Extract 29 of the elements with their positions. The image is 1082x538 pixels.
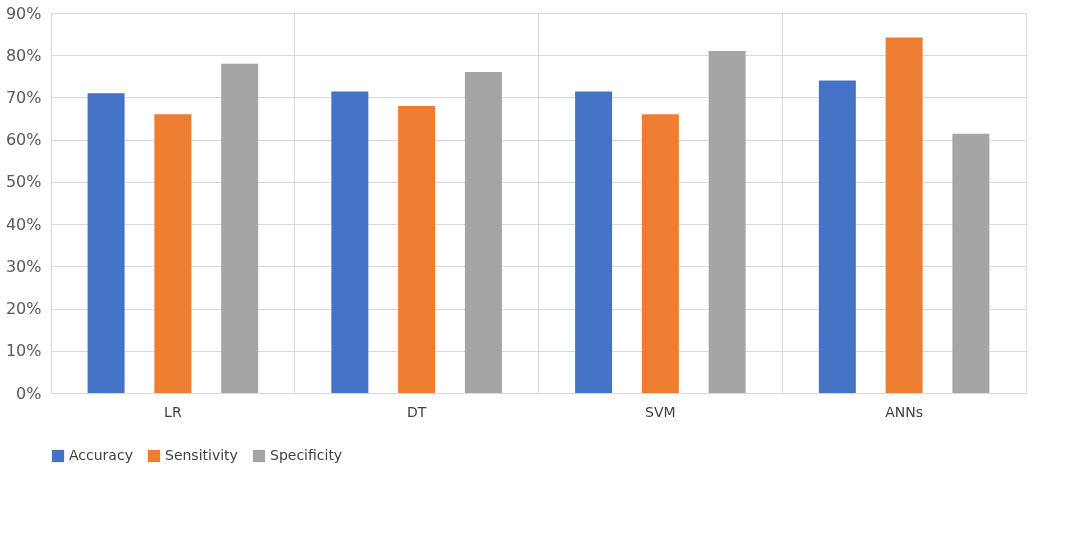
legend-label: Specificity xyxy=(270,447,343,463)
bar xyxy=(818,80,856,393)
bar xyxy=(464,72,502,393)
y-tick-label: 50% xyxy=(5,172,42,192)
bar xyxy=(575,91,613,393)
x-tick-label: SVM xyxy=(645,403,676,420)
bar xyxy=(87,93,125,393)
bar xyxy=(331,91,369,393)
y-tick-label: 10% xyxy=(5,341,42,361)
bar xyxy=(641,114,679,393)
bar xyxy=(708,51,746,393)
y-tick-label: 80% xyxy=(5,45,42,65)
x-tick-label: ANNs xyxy=(885,403,924,420)
legend-label: Accuracy xyxy=(69,447,133,463)
bar xyxy=(154,114,192,393)
bar xyxy=(221,63,259,393)
y-tick-label: 60% xyxy=(5,130,42,150)
y-tick-label: 30% xyxy=(5,256,42,276)
x-tick-label: LR xyxy=(164,403,182,420)
y-tick-label: 90% xyxy=(5,3,42,23)
y-tick-label: 0% xyxy=(16,383,42,403)
bar xyxy=(398,105,436,393)
bar xyxy=(952,133,990,393)
x-tick-label: DT xyxy=(406,403,427,420)
bar xyxy=(885,37,923,393)
legend-label: Sensitivity xyxy=(165,447,238,463)
y-tick-label: 70% xyxy=(5,87,42,107)
y-tick-label: 20% xyxy=(5,299,42,319)
y-tick-label: 40% xyxy=(5,214,42,234)
